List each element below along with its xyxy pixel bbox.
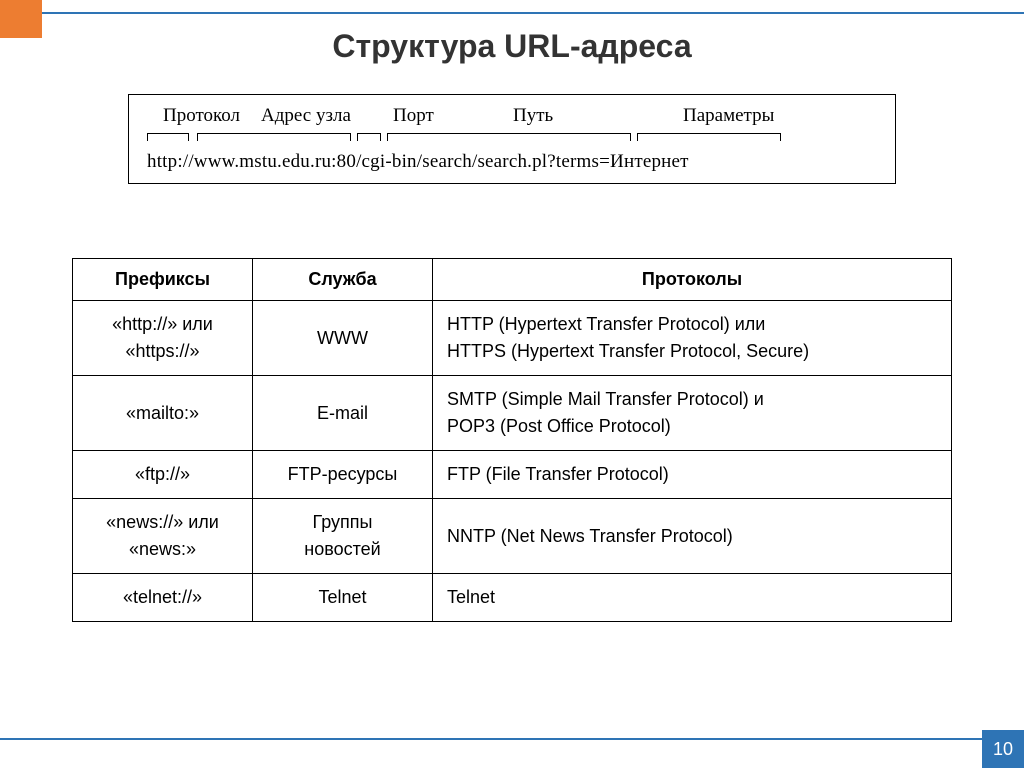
cell-prefix: «news://» или«news:» (73, 499, 253, 574)
table-row: «news://» или«news:»ГруппыновостейNNTP (… (73, 499, 952, 574)
cell-service: E-mail (253, 376, 433, 451)
url-part-bracket (197, 133, 351, 141)
url-part-label: Протокол (163, 105, 240, 127)
top-divider (0, 12, 1024, 14)
col-header-protocols: Протоколы (433, 259, 952, 301)
table-row: «ftp://»FTP-ресурсыFTP (File Transfer Pr… (73, 451, 952, 499)
url-part-brackets (143, 133, 881, 145)
protocols-table: Префиксы Служба Протоколы «http://» или«… (72, 258, 952, 622)
table-header-row: Префиксы Служба Протоколы (73, 259, 952, 301)
url-part-bracket (357, 133, 381, 141)
slide: Структура URL-адреса ПротоколАдрес узлаП… (0, 0, 1024, 768)
table-row: «mailto:»E-mailSMTP (Simple Mail Transfe… (73, 376, 952, 451)
url-part-bracket (147, 133, 189, 141)
bottom-divider (0, 738, 1024, 740)
url-part-label: Порт (393, 105, 434, 127)
cell-protocols: Telnet (433, 574, 952, 622)
col-header-service: Служба (253, 259, 433, 301)
url-part-label: Адрес узла (261, 105, 351, 127)
url-structure-diagram: Протокол Адрес узла Порт Путь Параметры http… (128, 94, 896, 184)
col-header-prefix: Префиксы (73, 259, 253, 301)
url-part-bracket (637, 133, 781, 141)
page-number-box: 10 (982, 730, 1024, 768)
cell-prefix: «mailto:» (73, 376, 253, 451)
cell-protocols: FTP (File Transfer Protocol) (433, 451, 952, 499)
cell-protocols: HTTP (Hypertext Transfer Protocol) илиHT… (433, 301, 952, 376)
slide-title: Структура URL-адреса (0, 28, 1024, 65)
cell-protocols: NNTP (Net News Transfer Protocol) (433, 499, 952, 574)
url-part-bracket (387, 133, 631, 141)
table-body: «http://» или«https://»WWWHTTP (Hypertex… (73, 301, 952, 622)
cell-service: Группыновостей (253, 499, 433, 574)
cell-protocols: SMTP (Simple Mail Transfer Protocol) иPO… (433, 376, 952, 451)
url-part-labels: Протокол Адрес узла Порт Путь Параметры (143, 105, 881, 133)
cell-prefix: «ftp://» (73, 451, 253, 499)
url-part-label: Путь (513, 105, 553, 127)
cell-service: Telnet (253, 574, 433, 622)
url-example-text: http://www.mstu.edu.ru:80/cgi-bin/search… (143, 151, 881, 173)
table-row: «telnet://»TelnetTelnet (73, 574, 952, 622)
cell-service: FTP-ресурсы (253, 451, 433, 499)
url-part-label: Параметры (683, 105, 774, 127)
page-number: 10 (993, 739, 1013, 760)
cell-prefix: «telnet://» (73, 574, 253, 622)
table-row: «http://» или«https://»WWWHTTP (Hypertex… (73, 301, 952, 376)
cell-service: WWW (253, 301, 433, 376)
cell-prefix: «http://» или«https://» (73, 301, 253, 376)
